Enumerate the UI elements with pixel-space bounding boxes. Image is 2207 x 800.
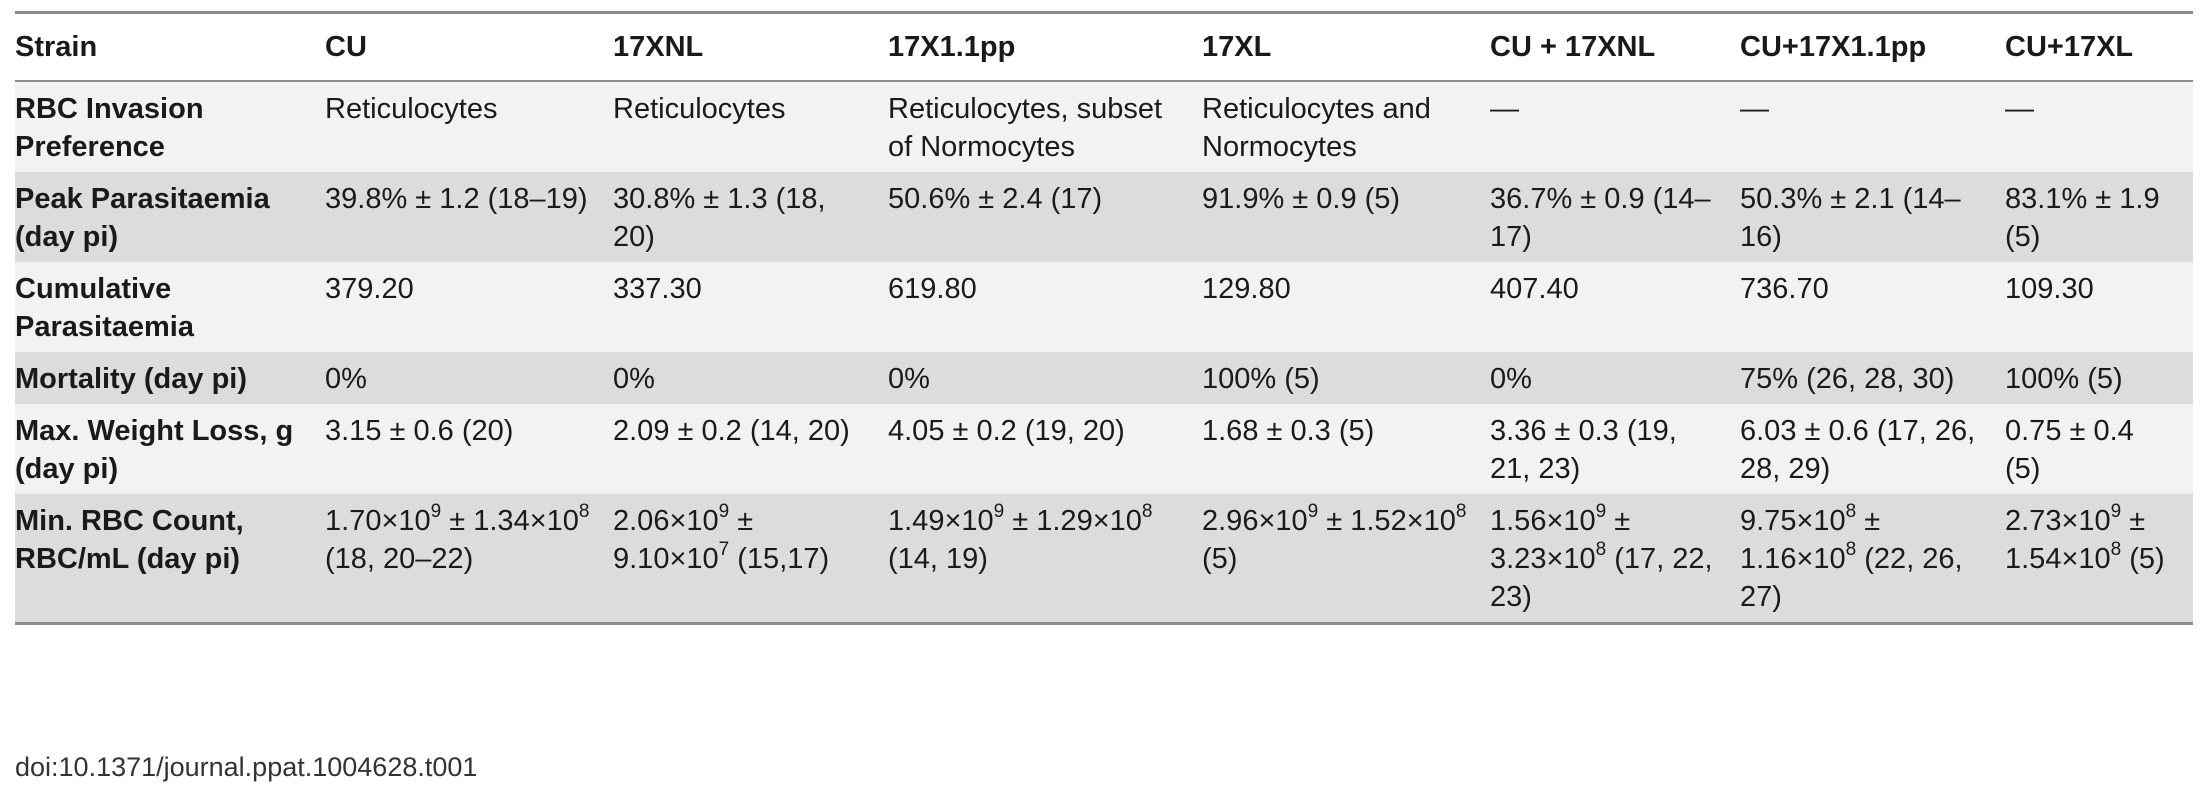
table-cell: 109.30 bbox=[2005, 273, 2094, 305]
table-cell: 0% bbox=[325, 363, 367, 395]
table-row: RBC Invasion Preference Reticulocytes Re… bbox=[15, 81, 2193, 172]
top-rule bbox=[15, 11, 2193, 14]
table-cell: Reticulocytes, subset of Normocytes bbox=[888, 93, 1163, 163]
header-row: Strain CU 17XNL 17X1.1pp 17XL CU + 17XNL… bbox=[15, 14, 2193, 81]
table-cell: 50.6% ± 2.4 (17) bbox=[888, 183, 1103, 215]
table-cell: 736.70 bbox=[1740, 273, 1829, 305]
column-header: CU+17XL bbox=[2005, 31, 2134, 63]
column-header: CU+17X1.1pp bbox=[1740, 31, 1927, 63]
table-cell: 3.36 ± 0.3 (19, 21, 23) bbox=[1490, 415, 1677, 485]
table-row: Peak Parasitaemia (day pi) 39.8% ± 1.2 (… bbox=[15, 172, 2193, 262]
table-cell: 1.68 ± 0.3 (5) bbox=[1202, 415, 1375, 447]
table-cell: Reticulocytes bbox=[325, 93, 498, 125]
column-header: 17XNL bbox=[613, 31, 704, 63]
table-cell: 6.03 ± 0.6 (17, 26, 28, 29) bbox=[1740, 415, 1976, 485]
row-label: Max. Weight Loss, g (day pi) bbox=[15, 415, 294, 485]
column-header: CU + 17XNL bbox=[1490, 31, 1656, 63]
table-cell: 2.73×109 ± 1.54×108 (5) bbox=[2005, 501, 2165, 575]
row-label: Mortality (day pi) bbox=[15, 363, 248, 395]
table-cell: 129.80 bbox=[1202, 273, 1291, 305]
results-table: Strain CU 17XNL 17X1.1pp 17XL CU + 17XNL… bbox=[15, 14, 2193, 625]
table-cell: 2.06×109 ± 9.10×107 (15,17) bbox=[613, 501, 830, 575]
doi-link[interactable]: doi:10.1371/journal.ppat.1004628.t001 bbox=[15, 752, 478, 782]
table-row: Min. RBC Count, RBC/mL (day pi) 1.70×109… bbox=[15, 494, 2193, 624]
table-cell: 2.96×109 ± 1.52×108 (5) bbox=[1202, 501, 1467, 575]
table-cell: 379.20 bbox=[325, 273, 414, 305]
table-cell: 30.8% ± 1.3 (18, 20) bbox=[613, 183, 826, 253]
table-cell: Reticulocytes and Normocytes bbox=[1202, 93, 1431, 163]
row-label: Min. RBC Count, RBC/mL (day pi) bbox=[15, 505, 244, 575]
row-label: Cumulative Parasitaemia bbox=[15, 273, 194, 343]
table-cell: 36.7% ± 0.9 (14–17) bbox=[1490, 183, 1711, 253]
table-cell: — bbox=[1490, 93, 1519, 125]
table-cell: 39.8% ± 1.2 (18–19) bbox=[325, 183, 588, 215]
table-cell: — bbox=[2005, 93, 2034, 125]
table-cell: 9.75×108 ± 1.16×108 (22, 26, 27) bbox=[1740, 501, 1963, 613]
table-cell: — bbox=[1740, 93, 1769, 125]
table-cell: 407.40 bbox=[1490, 273, 1579, 305]
table-cell: 2.09 ± 0.2 (14, 20) bbox=[613, 415, 850, 447]
table-cell: 337.30 bbox=[613, 273, 702, 305]
table-cell: 75% (26, 28, 30) bbox=[1740, 363, 1955, 395]
table-cell: 4.05 ± 0.2 (19, 20) bbox=[888, 415, 1125, 447]
table-row: Cumulative Parasitaemia 379.20 337.30 61… bbox=[15, 262, 2193, 352]
table-cell: 0% bbox=[1490, 363, 1532, 395]
table-cell: 619.80 bbox=[888, 273, 977, 305]
table-cell: 91.9% ± 0.9 (5) bbox=[1202, 183, 1401, 215]
table-cell: 0% bbox=[888, 363, 930, 395]
data-table-frame: Strain CU 17XNL 17X1.1pp 17XL CU + 17XNL… bbox=[15, 11, 2193, 625]
table-cell: Reticulocytes bbox=[613, 93, 786, 125]
table-cell: 50.3% ± 2.1 (14–16) bbox=[1740, 183, 1961, 253]
table-cell: 100% (5) bbox=[2005, 363, 2123, 395]
table-cell: 3.15 ± 0.6 (20) bbox=[325, 415, 514, 447]
row-label: Peak Parasitaemia (day pi) bbox=[15, 183, 270, 253]
column-header: 17X1.1pp bbox=[888, 31, 1016, 63]
column-header: CU bbox=[325, 31, 367, 63]
table-cell: 83.1% ± 1.9 (5) bbox=[2005, 183, 2160, 253]
column-header: 17XL bbox=[1202, 31, 1272, 63]
table-cell: 0.75 ± 0.4 (5) bbox=[2005, 415, 2134, 485]
table-row: Max. Weight Loss, g (day pi) 3.15 ± 0.6 … bbox=[15, 404, 2193, 494]
table-cell: 1.56×109 ± 3.23×108 (17, 22, 23) bbox=[1490, 501, 1713, 613]
column-header: Strain bbox=[15, 31, 98, 63]
table-cell: 1.49×109 ± 1.29×108 (14, 19) bbox=[888, 501, 1153, 575]
row-label: RBC Invasion Preference bbox=[15, 93, 204, 163]
table-cell: 1.70×109 ± 1.34×108 (18, 20–22) bbox=[325, 501, 590, 575]
table-cell: 100% (5) bbox=[1202, 363, 1320, 395]
table-row: Mortality (day pi) 0% 0% 0% 100% (5) 0% … bbox=[15, 352, 2193, 404]
table-cell: 0% bbox=[613, 363, 655, 395]
